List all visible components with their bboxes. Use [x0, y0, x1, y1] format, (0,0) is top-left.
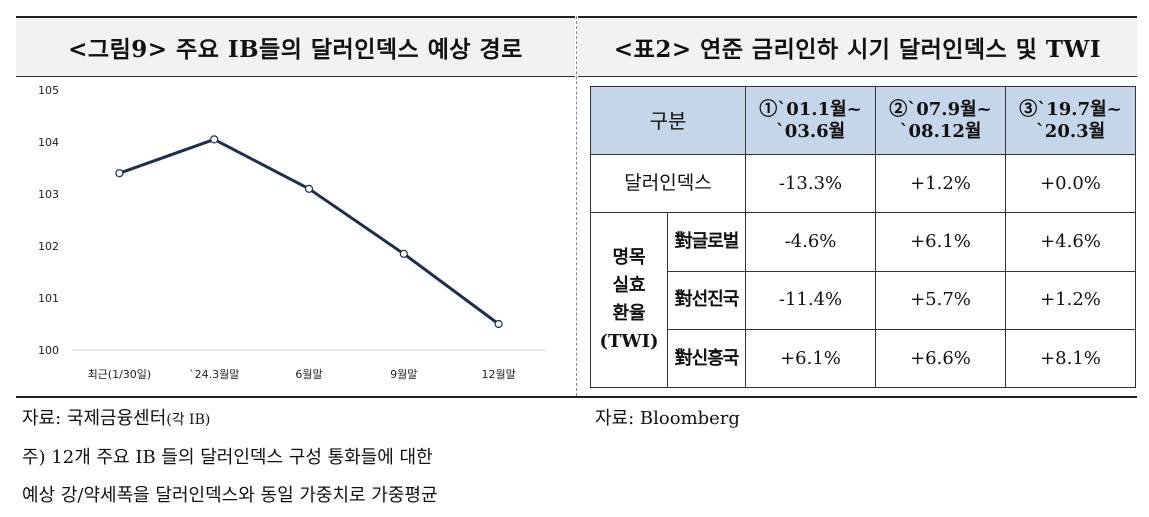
row-label-dollar-index: 달러인덱스 — [590, 154, 746, 214]
header-period-1-line1: ①`01.1월~ — [759, 99, 862, 121]
y-tick-label: 101 — [38, 292, 59, 305]
x-tick-label: 6월말 — [295, 368, 322, 381]
x-tick-label: 9월말 — [390, 368, 417, 381]
source-left-text: 자료: 국제금융센터 — [22, 408, 167, 429]
y-tick-label: 103 — [38, 188, 59, 201]
header-period-3-line2: `20.3월 — [1035, 120, 1106, 142]
table-row-emerging: 對신흥국 +6.1% +6.6% +8.1% — [591, 328, 1136, 389]
chart-title: <그림9> 주요 IB들의 달러인덱스 예상 경로 — [16, 16, 575, 77]
header-period-1-line2: `03.6월 — [775, 120, 846, 142]
source-left-small: (각 IB) — [166, 412, 211, 428]
footnote-line-2: 예상 강/약세폭을 달러인덱스와 동일 가중치로 가중평균 — [22, 485, 438, 506]
y-tick-label: 100 — [38, 344, 59, 357]
dollar-index-twi-table: 구분 ①`01.1월~ `03.6월 ②`07.9월~ `08.12월 ③`19.7… — [590, 85, 1136, 389]
data-point — [115, 169, 124, 178]
data-point — [399, 249, 408, 258]
cell-dollar-index-2: +1.2% — [875, 154, 1006, 214]
cell-emerging-1: +6.1% — [745, 328, 876, 389]
series-line — [118, 137, 500, 326]
data-point — [304, 184, 314, 193]
header-period-2: ②`07.9월~ `08.12월 — [875, 85, 1006, 156]
footnote-line-1: 주) 12개 주요 IB 들의 달러인덱스 구성 통화들에 대한 — [22, 447, 433, 468]
cell-advanced-3: +1.2% — [1005, 270, 1136, 330]
header-gubun: 구분 — [590, 85, 746, 156]
table-row-dollar-index: 달러인덱스 -13.3% +1.2% +0.0% — [590, 154, 1136, 214]
cell-global-2: +6.1% — [875, 212, 1006, 272]
cell-dollar-index-1: -13.3% — [745, 154, 876, 214]
x-tick-label: 12월말 — [481, 368, 515, 381]
data-point — [494, 319, 503, 329]
header-period-1: ①`01.1월~ `03.6월 — [745, 85, 876, 156]
table-title: <표2> 연준 금리인하 시기 달러인덱스 및 TWI — [578, 16, 1137, 77]
row-label-advanced: 對선진국 — [667, 270, 746, 330]
cell-emerging-3: +8.1% — [1005, 328, 1136, 389]
table-row-advanced: 對선진국 -11.4% +5.7% +1.2% — [591, 270, 1136, 330]
x-tick-label: `24.3월말 — [189, 368, 239, 381]
dollar-index-line-chart: 100 101 102 103 104 105 최근(1/30일) `24.3월말 6월말 9월말… — [38, 84, 546, 381]
cell-global-3: +4.6% — [1005, 212, 1136, 272]
cell-advanced-2: +5.7% — [875, 270, 1006, 330]
cell-advanced-1: -11.4% — [745, 270, 876, 330]
cell-emerging-2: +6.6% — [875, 328, 1006, 389]
source-right: 자료: Bloomberg — [595, 408, 740, 429]
row-label-global: 對글로벌 — [667, 212, 746, 272]
x-tick-label: 최근(1/30일) — [88, 367, 152, 381]
group-line3: 환율 — [612, 303, 646, 325]
group-line1: 명목 — [612, 247, 646, 269]
header-period-3: ③`19.7월~ `20.3월 — [1005, 85, 1136, 156]
header-period-3-line1: ③`19.7월~ — [1019, 99, 1122, 121]
table-header-row: 구분 ①`01.1월~ `03.6월 ②`07.9월~ `08.12월 ③`19.7… — [590, 85, 1136, 156]
cell-dollar-index-3: +0.0% — [1005, 154, 1136, 214]
panel-divider — [576, 16, 577, 396]
y-tick-label: 105 — [38, 84, 59, 97]
y-tick-label: 102 — [38, 240, 59, 253]
cell-global-1: -4.6% — [745, 212, 876, 272]
data-point — [210, 135, 219, 144]
header-period-2-line1: ②`07.9월~ — [889, 99, 992, 121]
group-line4: (TWI) — [599, 331, 659, 353]
source-left: 자료: 국제금융센터(각 IB) — [22, 404, 210, 430]
group-line2: 실효 — [612, 275, 646, 297]
row-label-emerging: 對신흥국 — [667, 328, 746, 389]
header-period-2-line2: `08.12월 — [899, 120, 982, 142]
bottom-rule — [16, 396, 1137, 398]
y-tick-label: 104 — [38, 136, 59, 149]
